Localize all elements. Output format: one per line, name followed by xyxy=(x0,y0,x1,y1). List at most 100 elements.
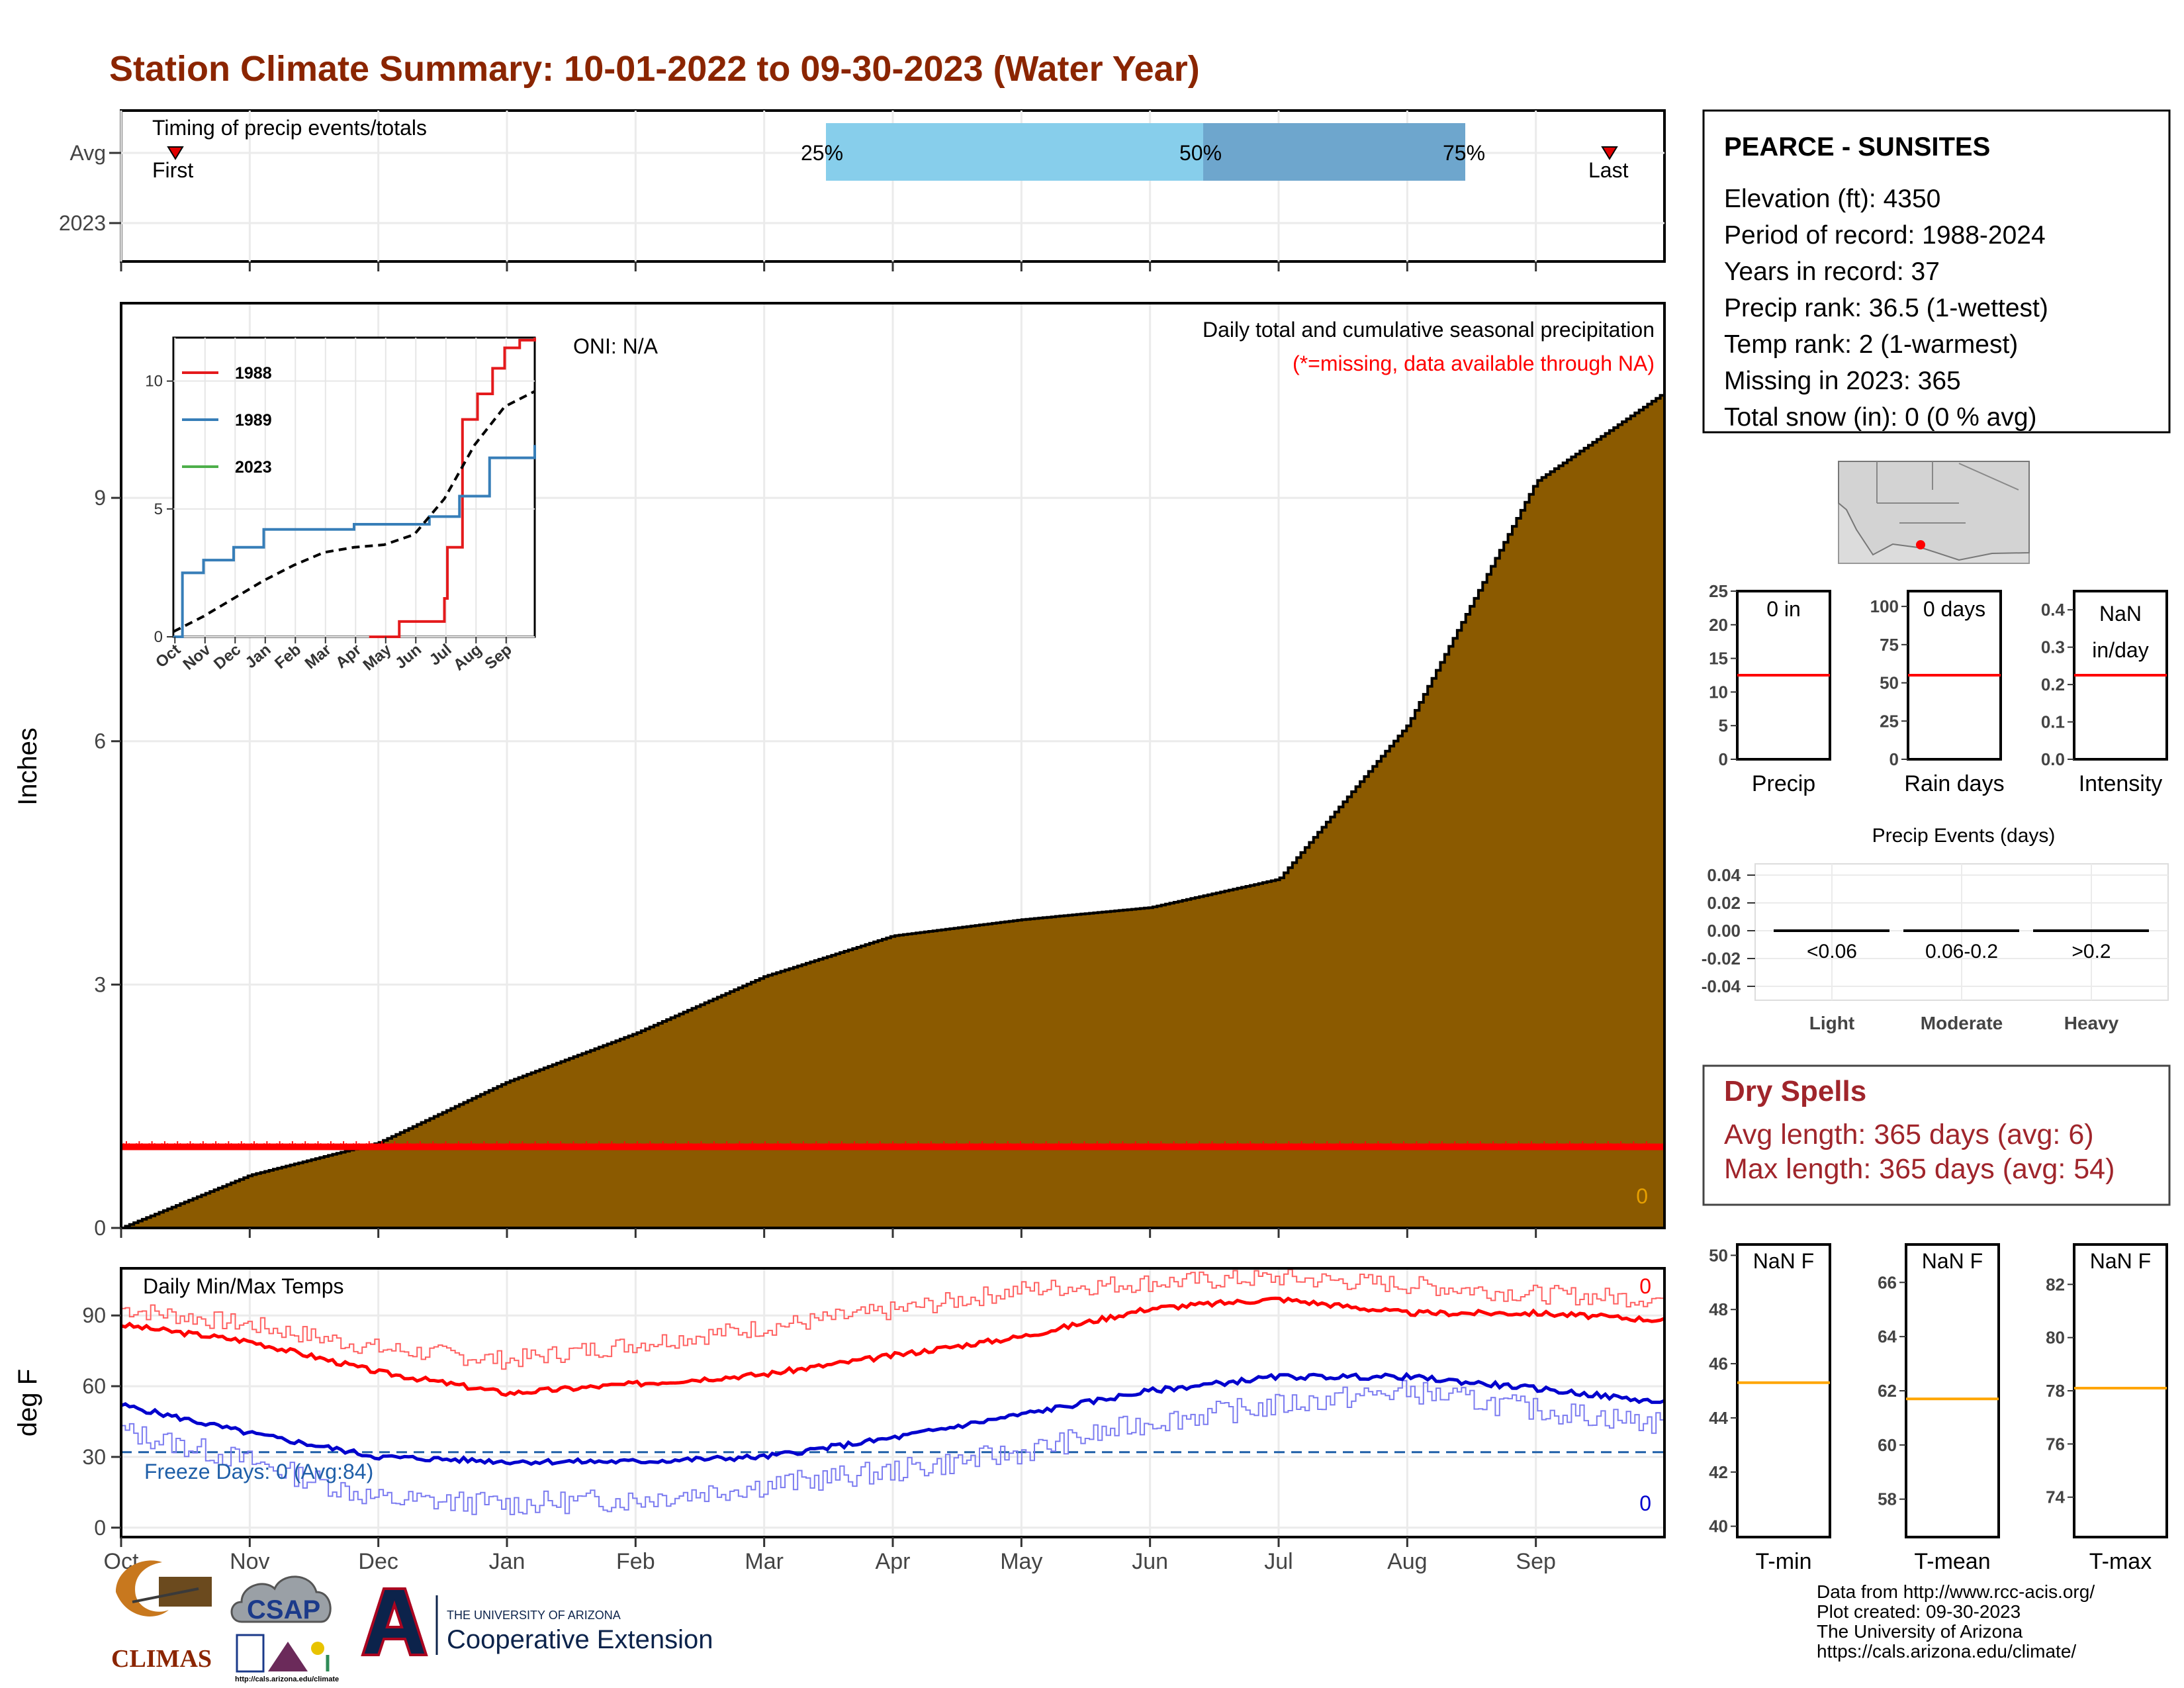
missing-marker: * xyxy=(1323,1137,1331,1159)
temp-gauge-value: NaN F xyxy=(1753,1249,1814,1273)
missing-marker: * xyxy=(263,1137,271,1159)
missing-marker: * xyxy=(199,1137,207,1159)
gauge-tick-label: 0 xyxy=(1719,749,1728,769)
station-name: PEARCE - SUNSITES xyxy=(1724,132,1990,162)
missing-marker: * xyxy=(1157,1137,1165,1159)
missing-marker: * xyxy=(353,1137,361,1159)
missing-marker: * xyxy=(1144,1137,1152,1159)
credit-line-created: Plot created: 09-30-2023 xyxy=(1817,1601,2021,1622)
temp-gauge-tick-label: 66 xyxy=(1878,1272,1897,1292)
inset-legend: 1988 1989 2023 xyxy=(182,364,272,477)
events-y-tick-label: 0.02 xyxy=(1707,893,1741,913)
missing-marker: * xyxy=(1515,1137,1523,1159)
missing-marker: * xyxy=(1221,1137,1229,1159)
missing-marker: * xyxy=(698,1137,705,1159)
month-label: Jan xyxy=(489,1549,525,1574)
inset-y-tick-label: 5 xyxy=(154,500,163,518)
precip-events-chart: Precip Events (days) <0.06 0.06-0.2 >0.2… xyxy=(1702,825,2169,1033)
temp-gauge-tick-label: 62 xyxy=(1878,1381,1897,1401)
missing-marker: * xyxy=(225,1137,233,1159)
events-y-tick-label: -0.02 xyxy=(1702,949,1741,968)
missing-marker: * xyxy=(1029,1137,1037,1159)
inset-line-1988 xyxy=(369,338,536,638)
events-y-tick-label: 0.04 xyxy=(1707,865,1741,885)
inset-legend-label: 1989 xyxy=(235,411,272,430)
missing-marker: * xyxy=(1106,1137,1114,1159)
missing-marker: * xyxy=(953,1137,961,1159)
inset-line-1989 xyxy=(173,445,536,638)
temp-y-tick-label: 60 xyxy=(82,1374,106,1398)
missing-marker: * xyxy=(1068,1137,1075,1159)
station-line-elevation: Elevation (ft): 4350 xyxy=(1724,185,1940,213)
missing-marker: * xyxy=(940,1137,948,1159)
missing-marker: * xyxy=(1170,1137,1178,1159)
missing-marker: * xyxy=(774,1137,782,1159)
missing-data-markers: * * * * * * * * * * * * * * * * * * * * * * * * * * * * * * * * * * * * * * * *… xyxy=(121,1137,1664,1159)
missing-marker: * xyxy=(289,1137,296,1159)
missing-marker: * xyxy=(582,1137,590,1159)
missing-marker: * xyxy=(1336,1137,1344,1159)
missing-marker: * xyxy=(1017,1137,1024,1159)
gauge-label: Precip xyxy=(1752,771,1815,796)
temp-gauge-box xyxy=(2073,1243,2168,1538)
first-event-label: First xyxy=(152,158,193,182)
temp-series-lines xyxy=(120,1268,1665,1515)
month-axis: Oct Nov Dec Jan Feb Mar Apr May Jun Jul Aug Sep xyxy=(104,1537,1556,1574)
missing-marker: * xyxy=(876,1137,884,1159)
temp-gauge-tick-label: 78 xyxy=(2046,1381,2065,1401)
gauge-tick-label: 0 xyxy=(1889,749,1899,769)
avg-max-line xyxy=(120,1296,1665,1397)
month-label: Jun xyxy=(1132,1549,1168,1574)
month-label: Sep xyxy=(1516,1549,1556,1574)
missing-marker: * xyxy=(1285,1137,1293,1159)
missing-marker: * xyxy=(1298,1137,1306,1159)
missing-marker: * xyxy=(570,1137,578,1159)
climas-logo: CLIMAS xyxy=(111,1560,212,1673)
inset-legend-label: 2023 xyxy=(235,458,272,477)
temperature-gauges: 40 42 44 46 48 50 NaN F T-min 58 60 62 64 66 NaN F T-m… xyxy=(1709,1243,2168,1574)
missing-marker: * xyxy=(544,1137,552,1159)
csap-logo: CSAP http://cals.arizona.edu/climate xyxy=(230,1575,339,1683)
missing-marker: * xyxy=(978,1137,986,1159)
missing-marker: * xyxy=(633,1137,641,1159)
gauge-tick-label: 0.1 xyxy=(2041,712,2065,732)
missing-marker: * xyxy=(1375,1137,1383,1159)
temp-gauge-box xyxy=(1905,1243,2000,1538)
missing-marker: * xyxy=(148,1137,156,1159)
events-title: Precip Events (days) xyxy=(1872,825,2056,847)
missing-marker: * xyxy=(404,1137,412,1159)
climas-logo-text: CLIMAS xyxy=(111,1645,212,1673)
month-label: Mar xyxy=(745,1549,784,1574)
missing-marker: * xyxy=(799,1137,807,1159)
timing-panel: Timing of precip events/totals 25% 50% 7… xyxy=(59,109,1666,271)
missing-marker: * xyxy=(340,1137,347,1159)
precip-y-tick-label: 0 xyxy=(94,1216,106,1240)
missing-marker: * xyxy=(1195,1137,1203,1159)
record-max-line xyxy=(121,1268,1665,1370)
missing-marker: * xyxy=(1592,1137,1600,1159)
missing-marker: * xyxy=(621,1137,629,1159)
temp-label: Daily Min/Max Temps xyxy=(143,1274,343,1298)
missing-marker: * xyxy=(966,1137,974,1159)
missing-marker: * xyxy=(1438,1137,1446,1159)
temp-gauge-label: T-mean xyxy=(1914,1549,1990,1574)
temp-gauge-tick-label: 74 xyxy=(2046,1487,2065,1507)
missing-marker: * xyxy=(1489,1137,1497,1159)
ua-big-text: Cooperative Extension xyxy=(447,1625,713,1654)
missing-marker: * xyxy=(1132,1137,1140,1159)
event-bin-light: <0.06 xyxy=(1807,941,1857,962)
missing-marker: * xyxy=(314,1137,322,1159)
gauge-tick-label: 5 xyxy=(1719,716,1728,735)
missing-marker: * xyxy=(1234,1137,1242,1159)
gauge-value: 0 in xyxy=(1766,597,1801,621)
missing-marker: * xyxy=(1208,1137,1216,1159)
missing-marker: * xyxy=(1042,1137,1050,1159)
missing-marker: * xyxy=(1426,1137,1433,1159)
credit-line-university: The University of Arizona xyxy=(1817,1621,2023,1642)
missing-marker: * xyxy=(390,1137,398,1159)
missing-marker: * xyxy=(1093,1137,1101,1159)
season-gauges: 0 5 10 15 20 25 0 in Precip 0 25 50 75 100 0 days Rain… xyxy=(1709,581,2168,796)
temp-gauge-tick-label: 82 xyxy=(2046,1274,2065,1294)
event-cat-moderate: Moderate xyxy=(1921,1013,2003,1033)
month-label: May xyxy=(1000,1549,1042,1574)
